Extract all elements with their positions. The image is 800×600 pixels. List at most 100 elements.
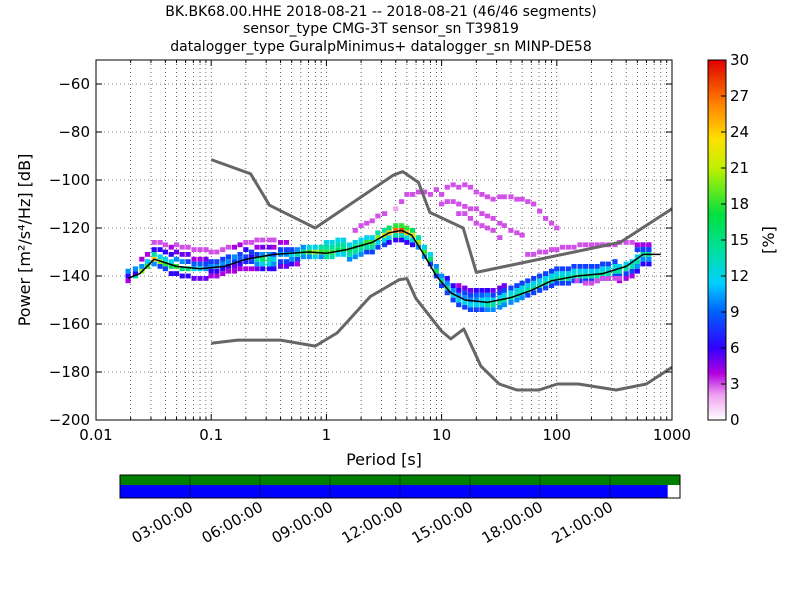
density-cell bbox=[197, 247, 203, 252]
y-tick-label: −120 bbox=[49, 219, 90, 237]
density-cell-outlier bbox=[479, 192, 485, 197]
density-cell bbox=[433, 264, 439, 269]
density-cell bbox=[594, 273, 600, 279]
density-cell bbox=[179, 266, 185, 272]
density-cell bbox=[271, 266, 277, 272]
density-cell bbox=[300, 254, 306, 260]
density-cell bbox=[594, 264, 600, 269]
density-cell bbox=[208, 268, 214, 274]
density-cell bbox=[185, 244, 191, 250]
density-cell bbox=[508, 300, 514, 305]
density-cell bbox=[375, 240, 381, 245]
density-cell bbox=[479, 292, 485, 298]
density-cell bbox=[231, 254, 238, 260]
density-cell bbox=[352, 240, 358, 245]
density-cell bbox=[283, 252, 290, 257]
y-tick-label: −100 bbox=[49, 171, 90, 189]
colorbar-label: [%] bbox=[759, 226, 778, 254]
density-cell bbox=[439, 278, 445, 284]
density-cell bbox=[173, 256, 180, 262]
density-cell bbox=[497, 300, 503, 305]
density-cell bbox=[248, 249, 255, 255]
density-cell-outlier bbox=[571, 244, 577, 250]
density-cell bbox=[318, 249, 324, 255]
density-cell bbox=[335, 247, 341, 252]
density-cell bbox=[237, 266, 243, 272]
density-cell bbox=[519, 280, 525, 286]
density-cell-outlier bbox=[646, 247, 652, 252]
density-cell bbox=[427, 252, 434, 257]
density-cell bbox=[231, 259, 238, 264]
density-cell bbox=[260, 266, 266, 272]
density-cell bbox=[168, 271, 174, 276]
time-tick-label: 09:00:00 bbox=[269, 498, 336, 547]
density-cell bbox=[179, 259, 185, 264]
density-cell bbox=[329, 244, 335, 250]
density-cell bbox=[623, 276, 629, 281]
density-cell bbox=[197, 261, 203, 267]
density-cell bbox=[634, 259, 640, 264]
density-cell bbox=[254, 252, 260, 257]
density-cell-outlier bbox=[565, 244, 571, 250]
density-cell-outlier bbox=[358, 223, 364, 228]
density-cell bbox=[531, 280, 537, 286]
density-cell-outlier bbox=[537, 249, 543, 255]
density-cell-outlier bbox=[640, 242, 646, 248]
density-cell bbox=[450, 288, 456, 293]
density-cell bbox=[329, 240, 335, 245]
density-cell-outlier bbox=[497, 235, 503, 240]
density-cell bbox=[151, 240, 157, 245]
density-cell-outlier bbox=[605, 276, 611, 281]
density-cell bbox=[508, 285, 514, 291]
density-cell bbox=[185, 259, 191, 264]
density-cell bbox=[283, 259, 290, 264]
density-cell bbox=[352, 254, 358, 260]
density-cell bbox=[421, 244, 428, 250]
density-cell bbox=[197, 256, 203, 262]
density-cell bbox=[132, 271, 139, 276]
density-cell-outlier bbox=[519, 196, 525, 202]
density-cell bbox=[340, 237, 347, 243]
x-tick-label: 10 bbox=[432, 426, 451, 444]
density-cell-outlier bbox=[433, 187, 439, 192]
density-cell bbox=[369, 235, 375, 240]
density-cell bbox=[185, 252, 191, 257]
density-cell bbox=[271, 256, 277, 262]
density-cell bbox=[554, 276, 560, 281]
time-tick-label: 12:00:00 bbox=[339, 498, 406, 547]
density-cell-outlier bbox=[444, 184, 450, 190]
density-cell bbox=[173, 271, 180, 276]
density-cell bbox=[386, 235, 392, 240]
density-cell bbox=[467, 292, 474, 298]
density-cell bbox=[358, 247, 364, 252]
density-cell bbox=[450, 297, 456, 303]
density-cell bbox=[497, 295, 503, 300]
density-cell bbox=[462, 285, 468, 291]
density-cell bbox=[519, 285, 525, 291]
density-cell bbox=[220, 256, 226, 262]
density-cell bbox=[646, 256, 652, 262]
density-cell bbox=[421, 249, 428, 255]
density-cell bbox=[214, 249, 220, 255]
density-cell bbox=[456, 302, 462, 308]
density-cell bbox=[369, 249, 375, 255]
density-cell-outlier bbox=[375, 213, 381, 219]
density-cell bbox=[393, 223, 399, 228]
density-cell bbox=[381, 228, 388, 233]
density-cell-outlier bbox=[583, 242, 589, 248]
density-cell-outlier bbox=[594, 242, 600, 248]
density-cell-outlier bbox=[600, 276, 606, 281]
density-cell bbox=[404, 240, 410, 245]
density-cell bbox=[271, 237, 277, 243]
density-cell-outlier bbox=[450, 199, 456, 204]
density-cell-outlier bbox=[479, 223, 485, 228]
density-cell bbox=[364, 235, 370, 240]
density-cell bbox=[577, 264, 583, 269]
x-tick-label: 1 bbox=[322, 426, 332, 444]
density-cell bbox=[473, 292, 479, 298]
title-line-3: datalogger_type GuralpMinimus+ datalogge… bbox=[170, 39, 591, 55]
density-cell bbox=[501, 283, 507, 288]
density-cell bbox=[600, 266, 606, 272]
density-cell bbox=[571, 264, 577, 269]
